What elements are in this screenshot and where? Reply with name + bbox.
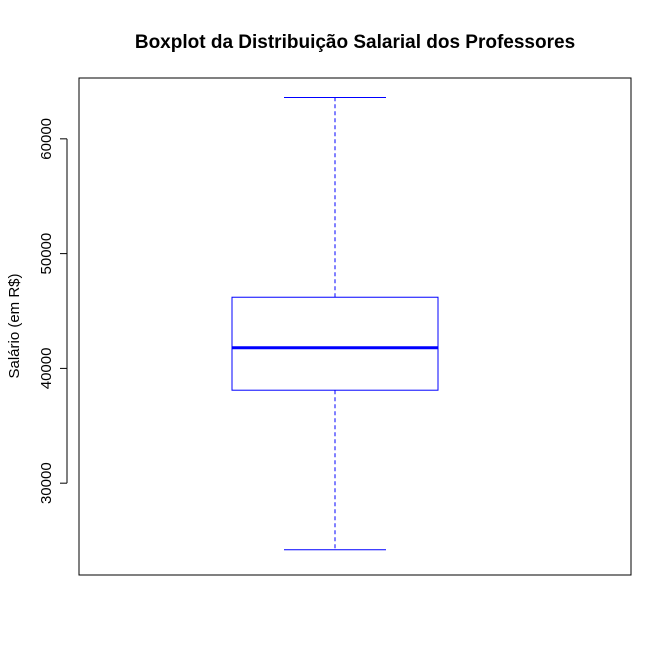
iqr-box	[231, 296, 439, 391]
y-tick-label: 40000	[38, 348, 55, 390]
chart-title: Boxplot da Distribuição Salarial dos Pro…	[135, 32, 575, 53]
box-series	[231, 97, 439, 551]
y-tick-label: 60000	[38, 118, 55, 160]
y-axis: 30000 40000 50000 60000	[38, 118, 68, 504]
y-axis-label: Salário (em R$)	[6, 273, 23, 378]
y-tick-label: 30000	[38, 462, 55, 504]
plot-frame	[78, 77, 632, 576]
y-tick-label: 50000	[38, 233, 55, 275]
